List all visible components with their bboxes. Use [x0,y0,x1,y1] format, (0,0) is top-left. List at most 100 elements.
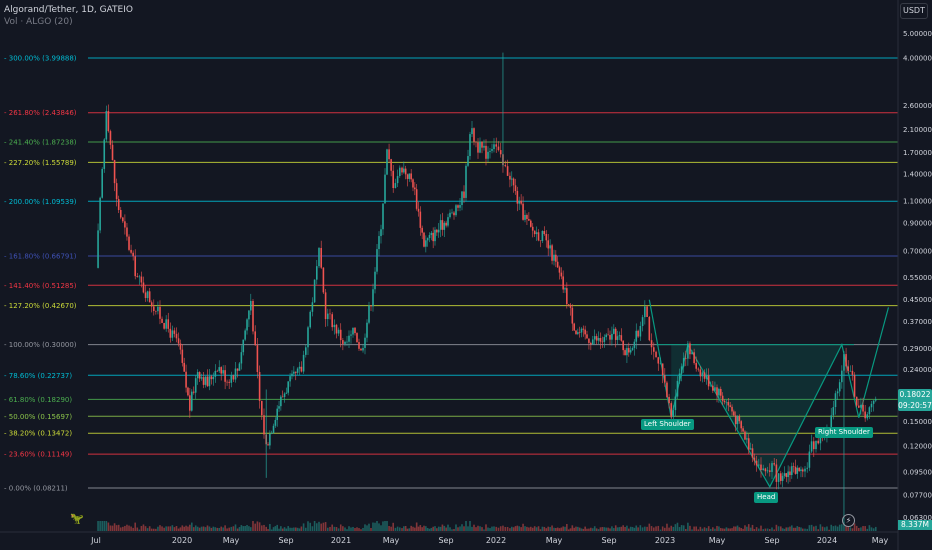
volume-bar [97,521,99,531]
volume-bar [773,529,775,531]
volume-bar [252,521,254,531]
candle-body [99,197,101,231]
candle-body [862,404,864,412]
candle-body [868,407,871,415]
candle-body [270,433,273,434]
volume-bar [798,526,800,531]
volume-bar [633,527,636,531]
volume-bar [113,523,116,531]
volume-bar [441,524,444,531]
candle-body [798,467,800,472]
candle-body [198,372,201,379]
volume-bar [280,526,282,531]
candle-body [491,149,493,151]
candle-body [230,375,233,383]
volume-bar [222,527,224,531]
volume-bar [549,527,551,531]
candle-body [567,304,570,305]
volume-bar [115,525,118,531]
candle-body [396,176,399,184]
left-shoulder-label[interactable]: Left Shoulder [641,419,694,430]
candle-body [668,396,670,404]
volume-bar [124,525,126,531]
volume-bar [664,527,666,531]
pattern-fill [671,344,844,487]
head-label[interactable]: Head [754,492,779,503]
candle-body [603,337,606,342]
volume-bar [335,527,338,531]
volume-bar [140,525,143,531]
candle-body [785,473,788,478]
volume-bar [769,529,771,531]
volume-bar [342,526,344,531]
candle-body [333,324,336,328]
candle-body [281,396,284,398]
fib-label-12: - 38.20% (0.13472) [4,430,72,438]
volume-bar [637,527,639,531]
candle-body [414,187,416,190]
candle-body [165,319,167,329]
candle-body [134,256,137,277]
candle-body [487,151,489,159]
volume-bar [531,527,534,531]
candle-body [285,392,288,394]
volume-bar [845,526,847,531]
candle-body [760,464,762,471]
candle-body [364,337,366,348]
candle-body [695,363,697,369]
volume-bar [117,524,120,531]
volume-bar [388,526,390,531]
volume-bar [192,527,195,531]
volume-bar [595,528,598,531]
volume-bar [603,527,606,531]
candle-body [459,205,461,208]
candle-body [666,382,668,397]
symbol-title[interactable]: Algorand/Tether, 1D, GATEIO [4,5,133,15]
volume-bar [382,521,384,531]
candle-body [664,375,666,383]
currency-button[interactable]: USDT [900,3,928,19]
volume-bar [337,528,340,531]
price-tick-8: 0.70000 [903,247,932,255]
volume-bar [631,526,634,531]
lightning-icon[interactable]: ⚡ [842,514,855,527]
volume-bar [155,528,157,531]
volume-bar [224,525,226,531]
volume-bar [414,527,416,531]
candle-body [346,341,348,343]
price-axis[interactable]: 5.00000 4.00000 2.60000 2.10000 1.70000 1.400… [903,30,932,522]
candle-body [597,337,600,341]
time-tick-13: 2024 [817,536,837,545]
candle-body [806,467,808,469]
candle-body [403,168,405,173]
candle-body [455,205,457,216]
volume-bar [157,526,159,531]
candle-body [719,388,722,396]
candle-body [138,276,141,278]
volume-bar [806,528,808,531]
volume-indicator-title[interactable]: Vol · ALGO (20) [4,17,73,27]
candle-body [294,371,297,373]
volume-bar [687,522,689,531]
volume-bar [132,527,134,531]
right-shoulder-label[interactable]: Right Shoulder [815,427,873,438]
volume-bar [622,525,624,531]
volume-bar [103,521,106,531]
candle-body [566,288,568,305]
tradingview-logo-icon[interactable]: 🦖 [70,512,84,525]
candle-body [366,322,368,338]
candle-body [394,183,397,189]
volume-bar [138,529,141,531]
time-axis[interactable]: Jul 2020 May Sep 2021 May Sep 2022 May Sep 2023 May… [90,536,888,545]
bar-countdown: 09:20:57 [898,401,932,410]
candle-body [97,230,99,268]
volume-bar [740,528,742,531]
volume-bar [228,527,230,531]
candle-body [577,332,579,334]
time-tick-10: 2023 [655,536,675,545]
candle-body [376,249,378,272]
candle-body [518,200,520,204]
candle-body [171,330,174,338]
volume-bar [374,522,376,531]
